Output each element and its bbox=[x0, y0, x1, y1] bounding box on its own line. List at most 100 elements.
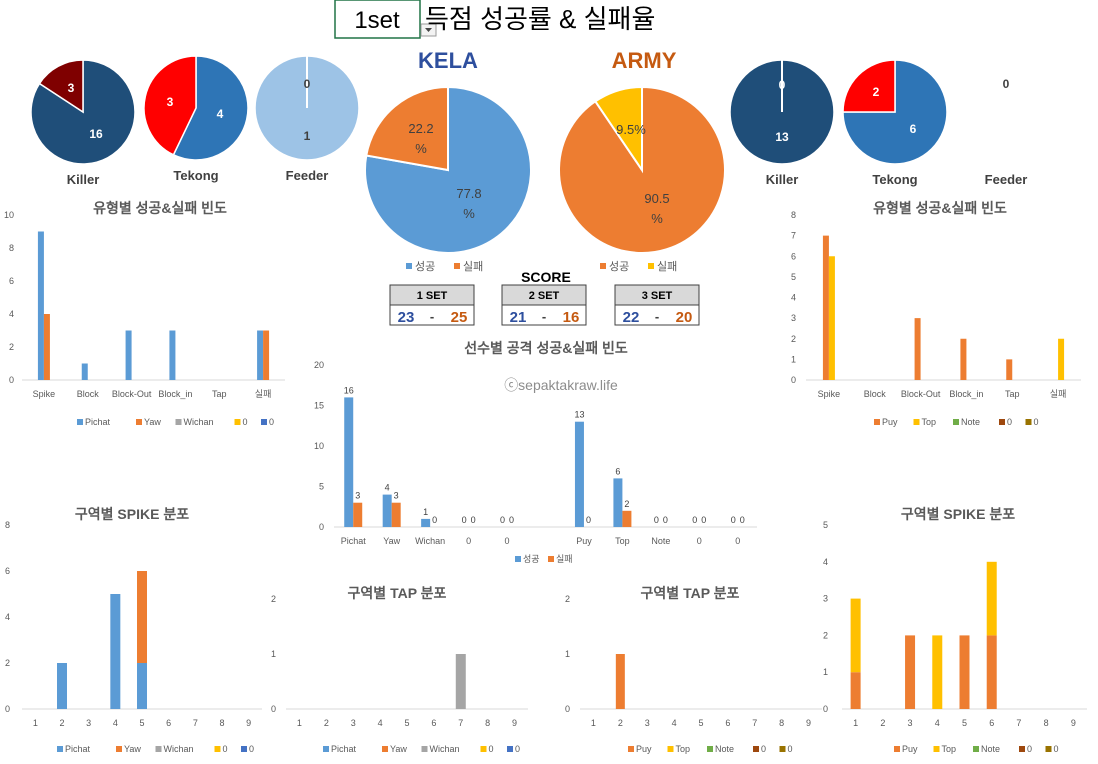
bar-segment bbox=[137, 663, 147, 709]
x-tick-label: Spike bbox=[818, 389, 841, 399]
bar bbox=[43, 314, 50, 380]
legend-label: Pichat bbox=[85, 417, 111, 427]
legend-swatch bbox=[57, 746, 63, 752]
legend-swatch bbox=[155, 746, 162, 752]
x-tick-label: 1 bbox=[297, 718, 302, 728]
score-title: SCORE bbox=[521, 269, 571, 285]
pie-slice bbox=[842, 59, 896, 113]
x-tick-label: 7 bbox=[752, 718, 757, 728]
army-tekong-pie: 6 2 Tekong bbox=[842, 59, 948, 187]
legend-swatch bbox=[894, 746, 900, 752]
chart-title: 선수별 공격 성공&실패 빈도 bbox=[464, 340, 628, 356]
y-tick-label: 5 bbox=[823, 520, 828, 530]
legend-swatch bbox=[874, 419, 880, 425]
x-tick-label: 4 bbox=[113, 718, 118, 728]
army-tap-zone: 구역별 TAP 분포 0 1 2 1 2 3 4 5 6 7 8 9 Puy Top Note 0 0 bbox=[565, 585, 822, 754]
y-tick-label: 5 bbox=[791, 272, 796, 282]
pie-slice bbox=[365, 85, 449, 172]
pie-axis-label: Killer bbox=[766, 172, 799, 187]
pie-data-label: 3 bbox=[68, 81, 75, 95]
legend-swatch bbox=[913, 419, 920, 425]
x-tick-label: 3 bbox=[908, 718, 913, 728]
legend-label: Note bbox=[961, 417, 980, 427]
x-tick-label: 6 bbox=[431, 718, 436, 728]
y-tick-label: 20 bbox=[314, 360, 324, 370]
bar bbox=[344, 397, 354, 527]
y-tick-label: 2 bbox=[5, 658, 10, 668]
legend-swatch bbox=[214, 746, 221, 752]
bar-segment bbox=[615, 654, 625, 709]
legend-label: Puy bbox=[902, 744, 918, 754]
kela-tekong-pie: 4 3 Tekong bbox=[143, 55, 249, 183]
score-right: 16 bbox=[563, 309, 580, 326]
score-set-label: 3 SET bbox=[642, 290, 673, 302]
legend-label: Wichan bbox=[430, 744, 460, 754]
watermark-text: ⓒsepaktakraw.life bbox=[504, 377, 618, 393]
legend-swatch bbox=[548, 556, 554, 562]
x-tick-label: 0 bbox=[735, 536, 740, 546]
bar-data-label: 0 bbox=[654, 515, 659, 525]
legend-label: Note bbox=[715, 744, 734, 754]
bar-segment bbox=[455, 654, 466, 709]
pie-data-label: % bbox=[463, 206, 475, 221]
legend-swatch bbox=[77, 419, 83, 425]
army-main-pie: 90.5% 9.5% 성공 실패 bbox=[558, 85, 726, 273]
y-tick-label: 0 bbox=[823, 704, 828, 714]
y-tick-label: 10 bbox=[4, 210, 14, 220]
pie-data-label: 6 bbox=[910, 122, 917, 136]
pie-axis-label: Feeder bbox=[985, 172, 1028, 187]
legend-label: 0 bbox=[761, 744, 766, 754]
legend-label: Puy bbox=[882, 417, 898, 427]
x-tick-label: Note bbox=[651, 536, 670, 546]
y-tick-label: 8 bbox=[791, 210, 796, 220]
pie-data-label: 22.2 bbox=[408, 121, 433, 136]
legend-label: Top bbox=[676, 744, 691, 754]
pie-slice bbox=[593, 85, 643, 174]
bar-data-label: 0 bbox=[731, 515, 736, 525]
x-tick-label: 4 bbox=[935, 718, 940, 728]
x-tick-label: 실패 bbox=[255, 389, 272, 399]
legend-label: 0 bbox=[1054, 744, 1059, 754]
set-selector-cell[interactable] bbox=[334, 0, 421, 39]
pie-data-label: 3 bbox=[167, 95, 174, 109]
legend-label: Wichan bbox=[164, 744, 194, 754]
y-tick-label: 0 bbox=[319, 522, 324, 532]
x-tick-label: Block bbox=[77, 389, 100, 399]
set-selector-value: 1set bbox=[354, 7, 400, 34]
chart-title: 유형별 성공&실패 빈도 bbox=[873, 200, 1007, 216]
y-tick-label: 3 bbox=[823, 594, 828, 604]
pie-data-label: % bbox=[651, 211, 663, 226]
chart-title: 구역별 TAP 분포 bbox=[348, 585, 447, 601]
legend-label: Yaw bbox=[144, 417, 161, 427]
chevron-down-icon bbox=[425, 28, 432, 32]
legend-label: Wichan bbox=[184, 417, 214, 427]
army-killer-pie: 13 0 Killer bbox=[729, 59, 835, 187]
legend-swatch bbox=[667, 746, 674, 752]
x-tick-label: 8 bbox=[219, 718, 224, 728]
x-tick-label: Block_in bbox=[949, 389, 983, 399]
bar-data-label: 1 bbox=[423, 507, 428, 517]
y-tick-label: 2 bbox=[565, 594, 570, 604]
pie-data-label: % bbox=[415, 141, 427, 156]
x-tick-label: 5 bbox=[698, 718, 703, 728]
bar-data-label: 2 bbox=[624, 499, 629, 509]
y-tick-label: 8 bbox=[9, 243, 14, 253]
x-tick-label: 1 bbox=[33, 718, 38, 728]
player-attack-bar: 선수별 공격 성공&실패 빈도05101520Pichat163Yaw43Wic… bbox=[314, 340, 757, 564]
x-tick-label: 5 bbox=[404, 718, 409, 728]
y-tick-label: 10 bbox=[314, 441, 324, 451]
x-tick-label: Block_in bbox=[158, 389, 192, 399]
x-tick-label: Top bbox=[615, 536, 630, 546]
bar bbox=[81, 363, 88, 380]
score-box-header bbox=[614, 284, 700, 306]
score-set-label: 2 SET bbox=[529, 290, 560, 302]
y-tick-label: 15 bbox=[314, 401, 324, 411]
score-left: 22 bbox=[623, 309, 640, 326]
bar-data-label: 0 bbox=[471, 515, 476, 525]
x-tick-label: 8 bbox=[779, 718, 784, 728]
pie-data-label: 1 bbox=[304, 129, 311, 143]
x-tick-label: 2 bbox=[324, 718, 329, 728]
pie-slice bbox=[143, 55, 197, 156]
